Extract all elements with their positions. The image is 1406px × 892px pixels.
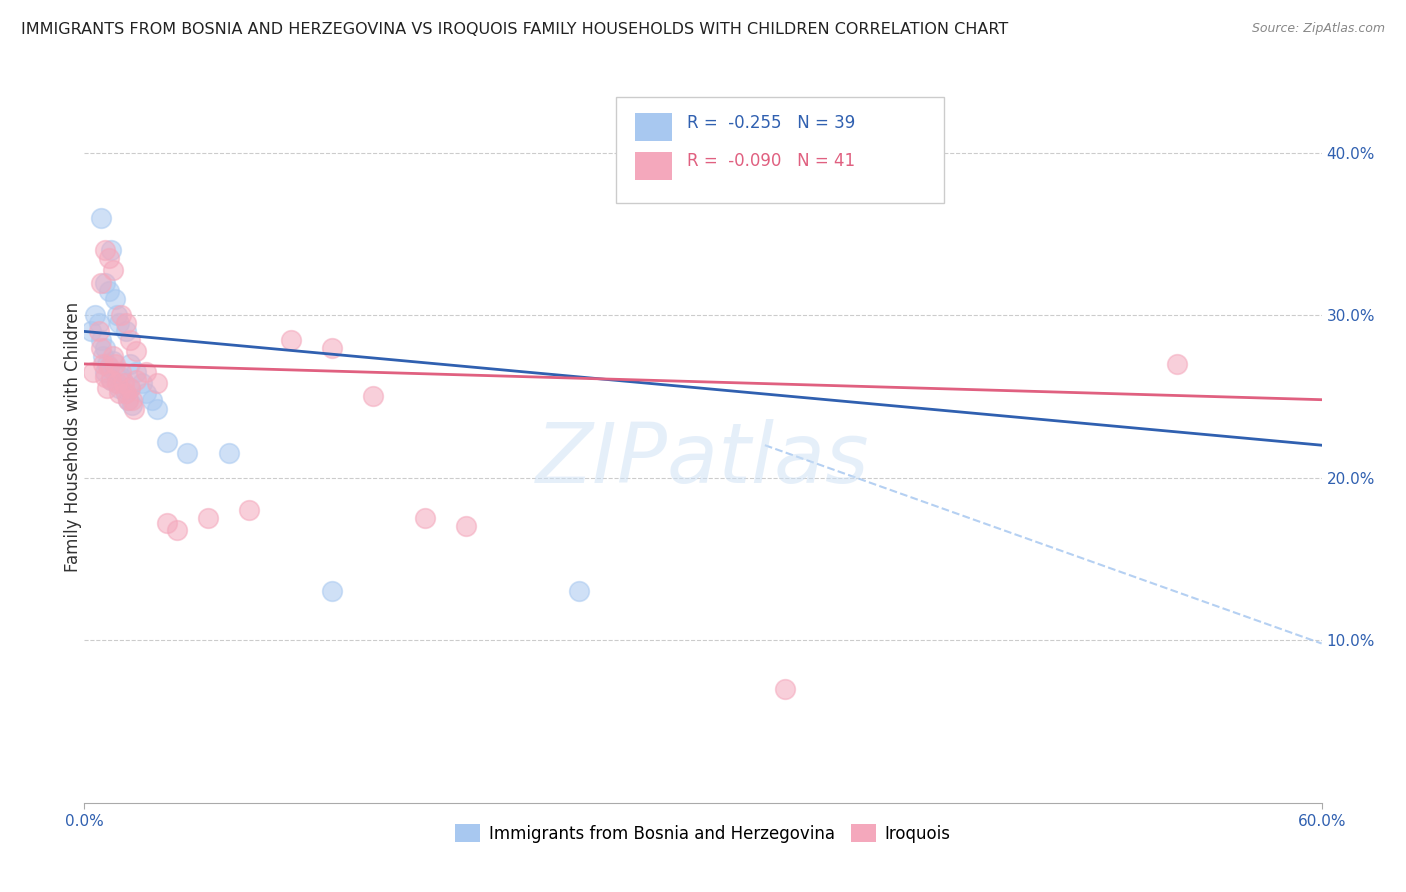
Text: R =  -0.255   N = 39: R = -0.255 N = 39 [688, 113, 855, 131]
Point [114, 386, 136, 401]
Point [98, 360, 121, 375]
Point [112, 376, 135, 391]
Point [100, 373, 122, 387]
Bar [636, 152, 672, 179]
Point [114, 325, 136, 339]
Point [96, 381, 118, 395]
Point [91, 357, 114, 371]
Point [156, 434, 179, 449]
Point [568, 584, 591, 599]
Point [82, 365, 104, 379]
Point [98, 360, 121, 375]
Point [110, 370, 132, 384]
Point [117, 392, 139, 407]
Point [94, 243, 117, 257]
Point [118, 381, 141, 395]
Point [108, 381, 131, 395]
Point [108, 316, 131, 330]
Point [112, 376, 135, 391]
Point [125, 365, 148, 379]
Point [87, 316, 110, 330]
Point [454, 519, 477, 533]
Point [413, 511, 436, 525]
Point [110, 308, 132, 322]
Point [117, 392, 139, 407]
Text: ZIPatlas: ZIPatlas [536, 418, 870, 500]
Point [110, 365, 132, 379]
Y-axis label: Family Households with Children: Family Households with Children [65, 302, 82, 572]
Point [104, 292, 127, 306]
Point [145, 402, 167, 417]
Text: IMMIGRANTS FROM BOSNIA AND HERZEGOVINA VS IROQUOIS FAMILY HOUSEHOLDS WITH CHILDR: IMMIGRANTS FROM BOSNIA AND HERZEGOVINA V… [21, 22, 1008, 37]
Point [103, 262, 125, 277]
Point [135, 365, 157, 379]
Point [131, 376, 153, 391]
Point [121, 392, 143, 407]
Point [94, 341, 117, 355]
Point [90, 276, 112, 290]
Point [135, 386, 157, 401]
Point [105, 376, 128, 391]
Point [197, 511, 219, 525]
Point [145, 376, 167, 391]
Point [87, 325, 110, 339]
Point [100, 373, 122, 387]
Point [104, 357, 127, 371]
Point [321, 341, 343, 355]
FancyBboxPatch shape [616, 97, 945, 203]
Point [141, 392, 163, 407]
Point [166, 523, 188, 537]
Point [280, 333, 302, 347]
Point [361, 389, 384, 403]
Point [114, 316, 136, 330]
Point [103, 353, 125, 368]
Point [122, 402, 145, 417]
Point [94, 276, 117, 290]
Point [96, 357, 118, 371]
Point [83, 308, 105, 322]
Point [238, 503, 260, 517]
Point [94, 365, 117, 379]
Point [156, 516, 179, 531]
Point [321, 584, 343, 599]
Point [114, 386, 136, 401]
Point [79, 325, 101, 339]
Point [118, 333, 141, 347]
Point [90, 211, 112, 225]
Point [121, 398, 143, 412]
Point [105, 376, 128, 391]
Point [100, 243, 122, 257]
Point [90, 333, 112, 347]
Point [176, 446, 198, 460]
Point [218, 446, 240, 460]
Point [775, 681, 797, 696]
Point [125, 373, 148, 387]
Point [91, 349, 114, 363]
Text: Source: ZipAtlas.com: Source: ZipAtlas.com [1251, 22, 1385, 36]
Point [108, 386, 131, 401]
Point [104, 365, 127, 379]
Point [1166, 357, 1188, 371]
Legend: Immigrants from Bosnia and Herzegovina, Iroquois: Immigrants from Bosnia and Herzegovina, … [449, 818, 957, 849]
Point [90, 341, 112, 355]
Point [125, 343, 148, 358]
Point [118, 381, 141, 395]
Point [105, 308, 128, 322]
Point [94, 370, 117, 384]
Text: R =  -0.090   N = 41: R = -0.090 N = 41 [688, 152, 855, 169]
Point [103, 349, 125, 363]
Point [98, 284, 121, 298]
Point [98, 252, 121, 266]
Bar [636, 113, 672, 141]
Point [118, 357, 141, 371]
